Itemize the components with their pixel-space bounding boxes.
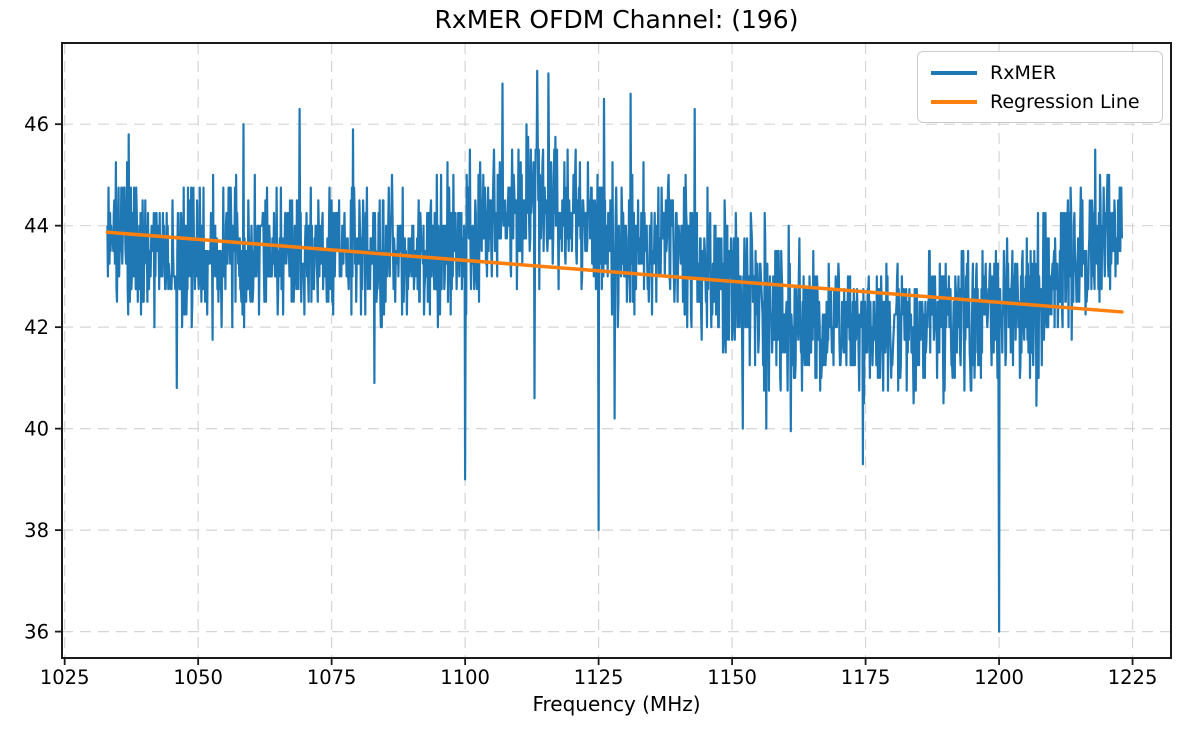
ticks	[55, 123, 1134, 665]
x-tick-label: 1100	[440, 666, 490, 689]
x-tick-label: 1125	[574, 666, 624, 689]
x-tick-label: 1175	[841, 666, 891, 689]
chart-title: RxMER OFDM Channel: (196)	[434, 5, 799, 34]
legend-item-regression: Regression Line	[931, 91, 1162, 113]
y-tick-label: 42	[24, 316, 49, 339]
x-tick-label: 1150	[707, 666, 757, 689]
y-tick-label: 40	[24, 417, 49, 440]
rxmer-trace	[106, 69, 1123, 633]
legend: RxMER Regression Line	[917, 51, 1163, 123]
y-tick-label: 44	[24, 214, 49, 237]
legend-label-regression: Regression Line	[990, 90, 1140, 113]
y-tick-label: 38	[24, 519, 49, 542]
x-axis-label: Frequency (MHz)	[532, 692, 701, 716]
x-tick-label: 1200	[974, 666, 1024, 689]
legend-line-rxmer-swatch	[931, 70, 977, 75]
legend-item-rxmer: RxMER	[931, 62, 1162, 84]
data-layer	[105, 69, 1124, 633]
x-tick-label: 1075	[307, 666, 357, 689]
legend-label-rxmer: RxMER	[990, 61, 1057, 84]
y-tick-label: 36	[24, 620, 49, 643]
x-tick-label: 1225	[1108, 666, 1158, 689]
tick-labels: 1025 1050 1075 1100 1125 1150 1175 1200 1225 36 38…	[24, 113, 1157, 689]
y-tick-label: 46	[24, 113, 49, 136]
legend-line-regression-swatch	[931, 99, 977, 104]
x-tick-label: 1025	[40, 666, 90, 689]
regression-line	[105, 230, 1124, 314]
axes-spines	[61, 42, 1172, 659]
x-tick-label: 1050	[173, 666, 223, 689]
